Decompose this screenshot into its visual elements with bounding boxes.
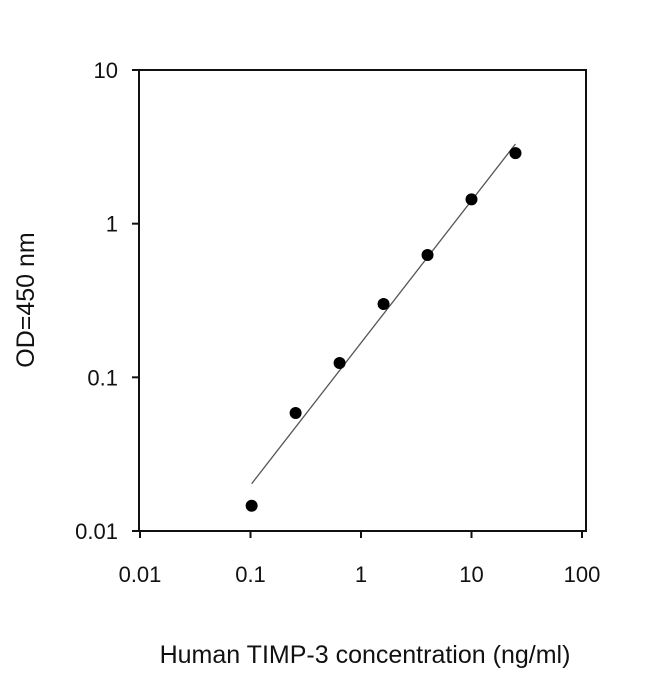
x-tick-label: 0.01	[119, 562, 162, 587]
x-tick-label: 1	[355, 562, 367, 587]
fit-line-path	[251, 143, 516, 485]
fit-line	[251, 143, 516, 485]
y-axis-title: OD=450 nm	[12, 232, 40, 368]
y-tick-label: 0.01	[75, 519, 118, 544]
data-point	[333, 356, 346, 369]
y-tick-label: 0.1	[87, 365, 118, 390]
x-tick-label: 0.1	[235, 562, 266, 587]
x-tick-label: 10	[459, 562, 483, 587]
data-point	[509, 147, 522, 160]
x-axis-ticks: 0.01 0.1 1 10 100	[119, 531, 601, 587]
data-point	[377, 298, 390, 311]
data-points	[245, 147, 522, 512]
y-tick-label: 1	[106, 212, 118, 237]
x-tick-label: 100	[564, 562, 601, 587]
data-point	[465, 193, 478, 206]
x-axis-title: Human TIMP-3 concentration (ng/ml)	[160, 641, 571, 669]
data-point	[289, 406, 302, 419]
plot-frame	[138, 69, 587, 532]
data-point	[245, 499, 258, 512]
y-axis-ticks: 0.01 0.1 1 10	[75, 58, 139, 544]
data-point	[421, 249, 434, 262]
y-tick-label: 10	[94, 58, 118, 83]
